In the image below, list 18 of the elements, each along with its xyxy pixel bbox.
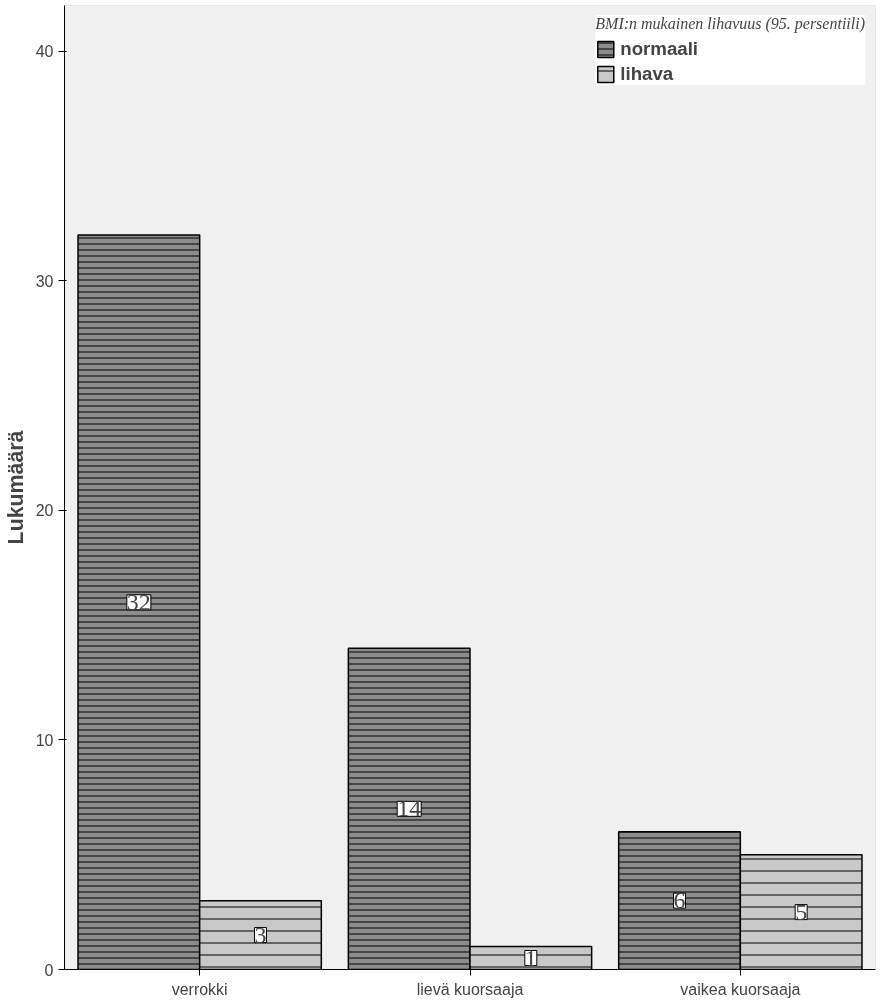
x-tick-label: vaikea kuorsaaja xyxy=(680,980,801,998)
legend-label: lihava xyxy=(620,63,674,85)
x-tick-label: verrokki xyxy=(171,980,228,998)
y-tick-label: 0 xyxy=(44,961,54,979)
y-tick-label: 40 xyxy=(35,43,54,61)
x-tick-label: lievä kuorsaaja xyxy=(416,980,524,998)
data-label: 5 xyxy=(795,898,808,925)
y-axis-title: Lukumäärä xyxy=(3,430,28,545)
data-label: 1 xyxy=(524,944,537,971)
data-label: 6 xyxy=(673,887,686,914)
legend-label: normaali xyxy=(620,38,699,60)
data-label: 32 xyxy=(126,588,151,615)
y-tick-label: 10 xyxy=(35,731,54,749)
data-label: 14 xyxy=(397,795,422,822)
y-tick-label: 20 xyxy=(35,502,54,520)
data-label: 3 xyxy=(254,921,267,948)
y-tick-label: 30 xyxy=(35,272,54,290)
legend-title: BMI:n mukainen lihavuus (95. persentiili) xyxy=(595,15,865,33)
